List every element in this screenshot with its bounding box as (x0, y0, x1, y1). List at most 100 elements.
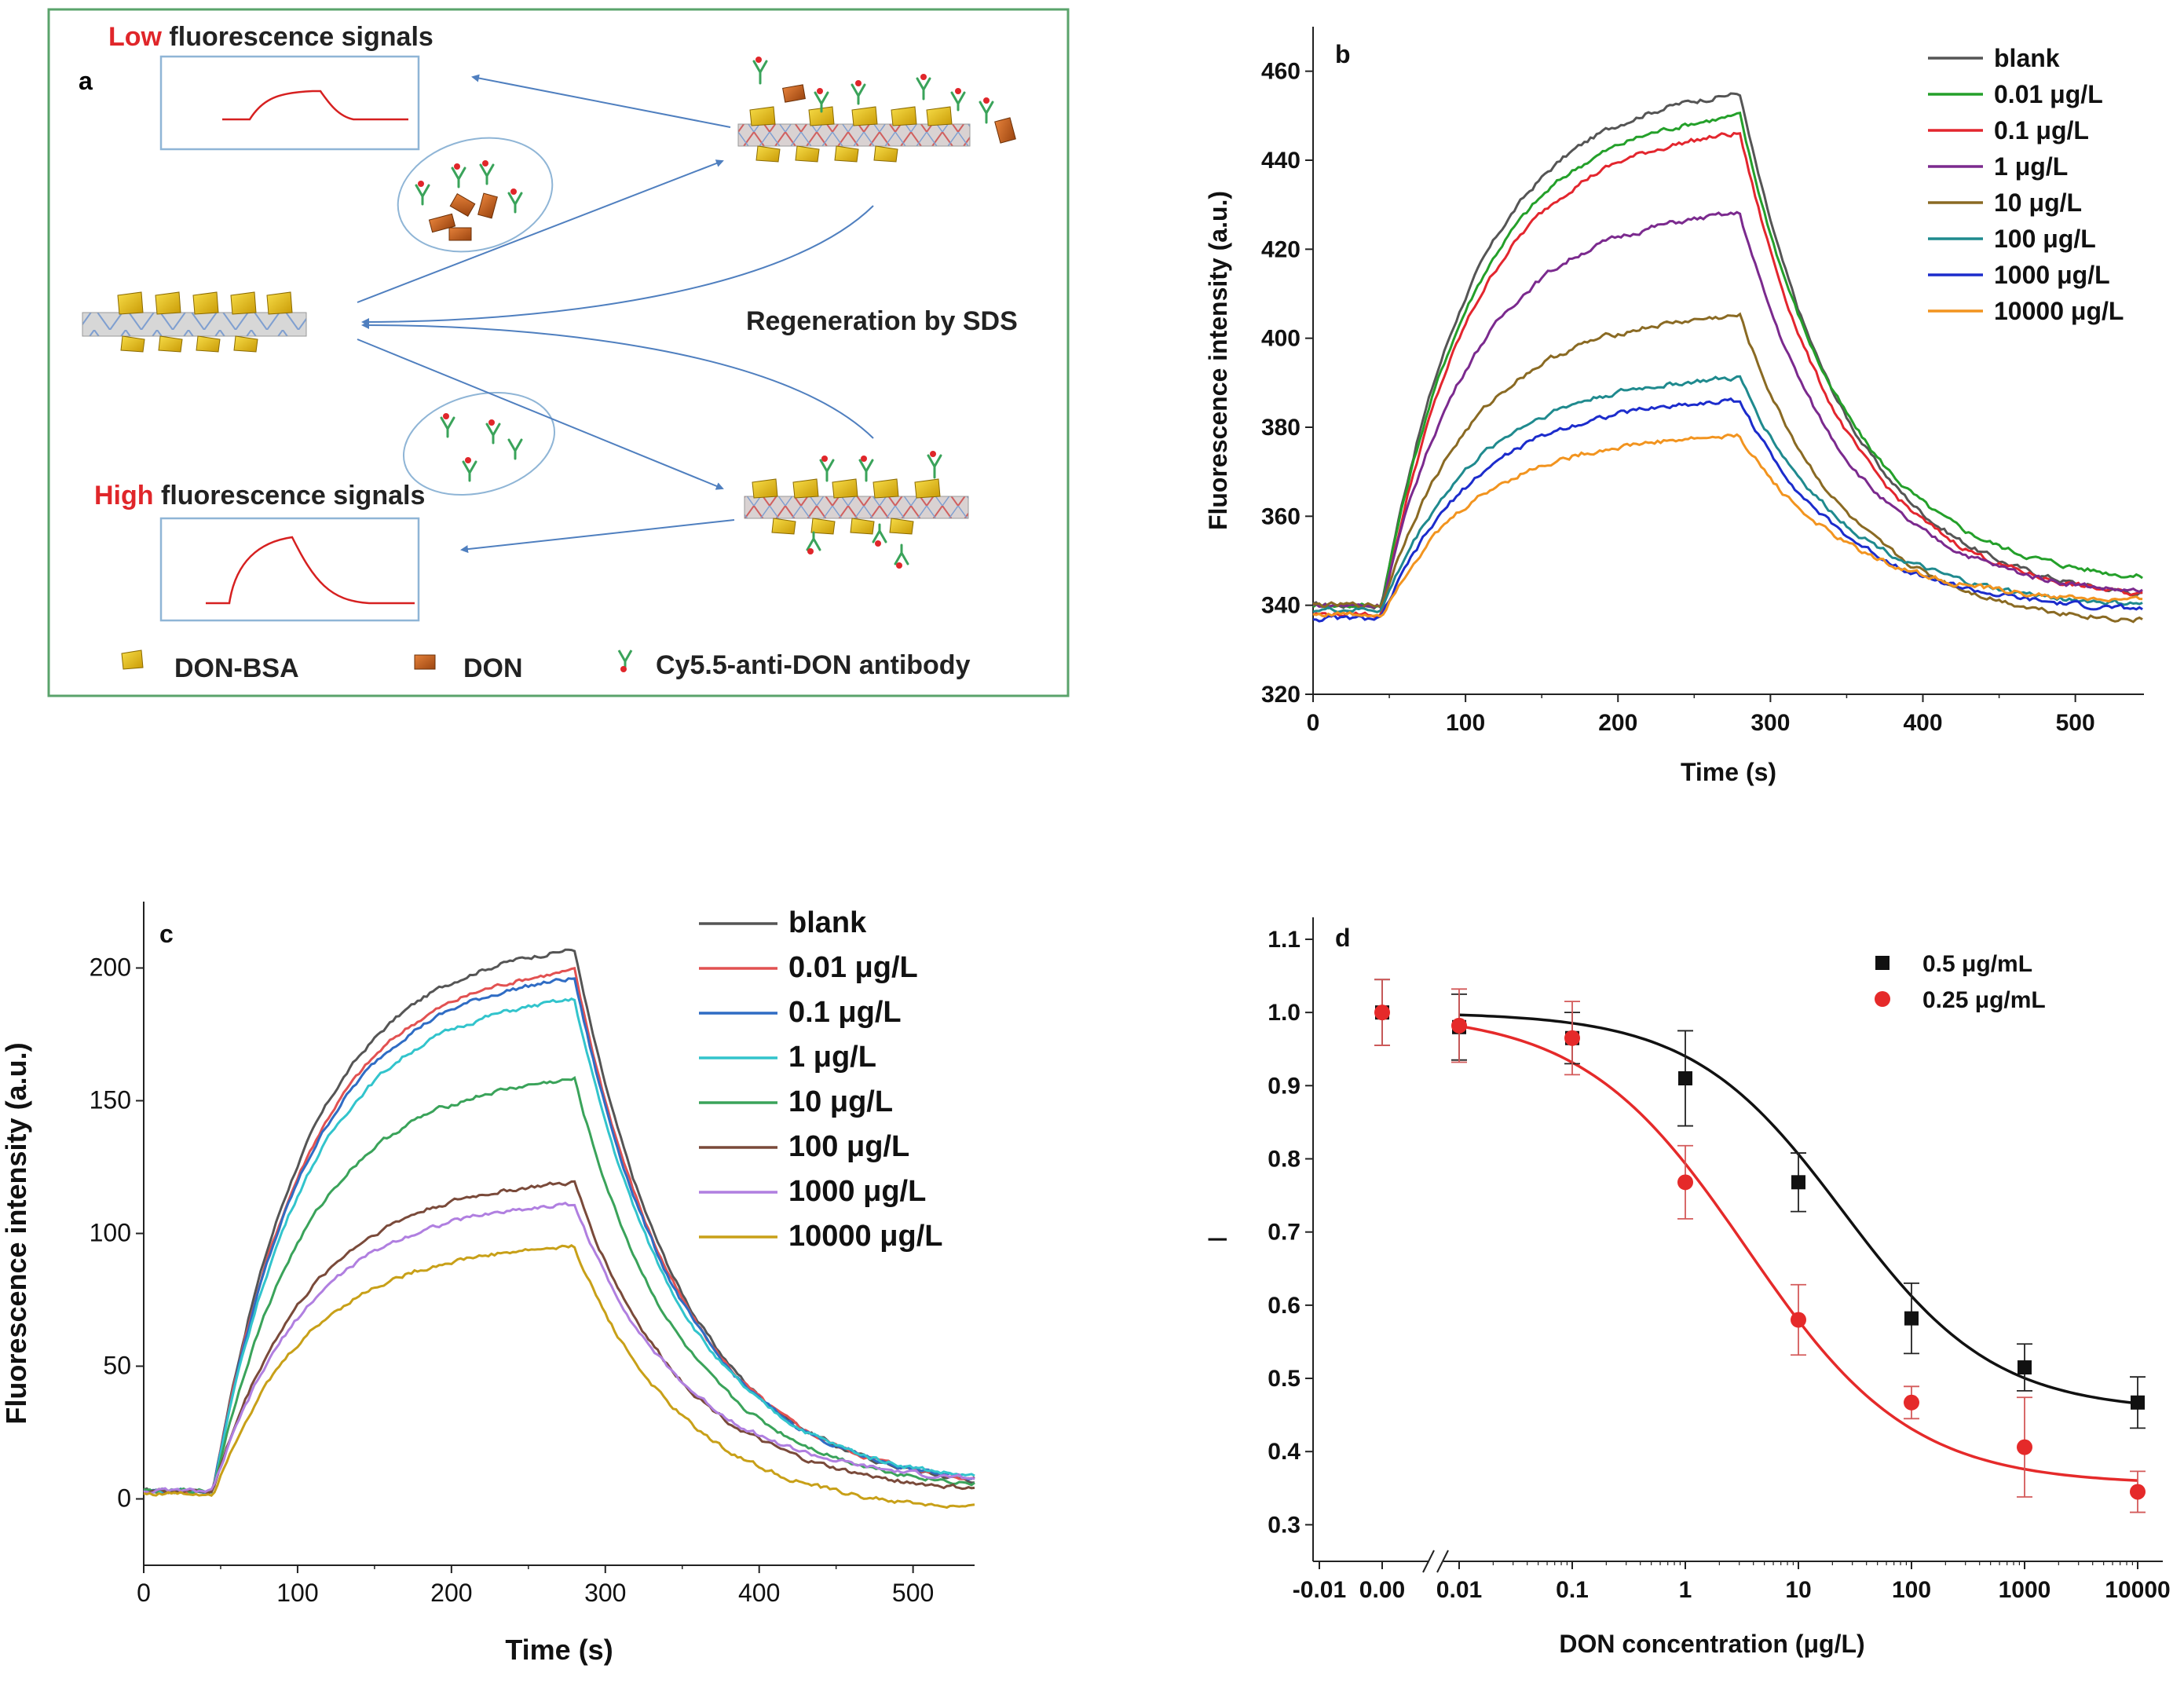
x-tick-label: 400 (738, 1579, 780, 1607)
y-tick-label: 440 (1261, 148, 1301, 174)
center-fiber (82, 291, 307, 353)
panel-c-chart: 0 50 100 150 200 0 100 200 300 400 500 Time (s) Fluo… (0, 902, 975, 1666)
legend-label-0: 0.5 μg/mL (1922, 951, 2032, 977)
data-point-circle (1904, 1394, 1919, 1411)
x-axis-title: DON concentration (μg/L) (1559, 1630, 1864, 1658)
y-tick-label: 0.4 (1268, 1439, 1301, 1465)
y-tick-label: 200 (90, 953, 131, 982)
high-signal-title: High fluorescence signals (94, 481, 425, 510)
y-tick-label: 0.7 (1268, 1220, 1301, 1246)
y-axis-title: I (1203, 1235, 1233, 1242)
legend-don: DON (463, 653, 523, 683)
y-tick-label: 420 (1261, 236, 1301, 262)
x-tick-label: 1000 (1999, 1577, 2051, 1603)
data-point-circle (1677, 1174, 1693, 1191)
x-tick-label: 0 (1307, 710, 1320, 736)
regeneration-label: Regeneration by SDS (746, 306, 1018, 336)
high-signal-box (159, 517, 420, 622)
y-tick-label: 1.1 (1268, 927, 1301, 953)
series-line-5 (143, 1180, 975, 1495)
low-signal-title: Low fluorescence signals (108, 22, 434, 52)
y-tick-label: 380 (1261, 415, 1301, 441)
y-tick-label: 1.0 (1268, 1000, 1301, 1026)
legend-label-5: 100 μg/L (788, 1130, 909, 1163)
x-tick-label: 200 (430, 1579, 472, 1607)
panel-label: b (1335, 40, 1351, 68)
series-line-0 (1312, 92, 2143, 610)
legend-antibody: Cy5.5-anti-DON antibody (656, 650, 971, 680)
axis-break (1436, 1550, 1449, 1573)
legend-label-3: 1 μg/L (1994, 152, 2068, 181)
legend-label-4: 10 μg/L (788, 1085, 893, 1118)
legend-label-7: 10000 μg/L (1994, 297, 2124, 325)
legend-marker-1 (1875, 991, 1890, 1007)
y-tick-label: 100 (90, 1219, 131, 1247)
series-line-3 (1312, 210, 2143, 609)
x-tick-label: 100 (276, 1579, 318, 1607)
y-tick-label: 0.5 (1268, 1366, 1301, 1392)
panel-a-schematic: a Low fluorescence signals High fluoresc… (47, 8, 1070, 697)
x-tick-label: 10 (1785, 1577, 1811, 1603)
x-tick-label: 0.00 (1359, 1577, 1405, 1603)
y-tick-label: 50 (103, 1352, 131, 1380)
legend-label-0: blank (788, 906, 867, 939)
x-tick-label: 500 (892, 1579, 934, 1607)
x-tick-label: 100 (1446, 710, 1485, 736)
legend-label-6: 1000 μg/L (788, 1175, 926, 1208)
data-point-circle (1451, 1017, 1467, 1034)
x-tick-label: 1 (1679, 1577, 1692, 1603)
x-axis-title: Time (s) (1681, 758, 1776, 786)
y-tick-label: 340 (1261, 593, 1301, 619)
data-point-square (2131, 1395, 2145, 1410)
y-axis-title: Fluorescence intensity (a.u.) (1204, 191, 1232, 530)
axis-break (1422, 1550, 1435, 1573)
series-line-1 (1312, 111, 2143, 609)
x-tick-label: 0.01 (1436, 1577, 1482, 1603)
y-tick-label: 400 (1261, 326, 1301, 352)
series-line-5 (1312, 375, 2143, 613)
panel-label: c (159, 920, 174, 948)
y-tick-label: 320 (1261, 682, 1301, 708)
series-line-6 (143, 1201, 975, 1495)
antibody-only-mixture (402, 391, 556, 496)
don-antibody-mixture (397, 137, 554, 253)
legend-label-1: 0.25 μg/mL (1922, 987, 2046, 1013)
data-point-circle (2130, 1484, 2146, 1500)
legend-label-7: 10000 μg/L (788, 1220, 942, 1253)
low-signal-curve (222, 90, 408, 121)
y-tick-label: 460 (1261, 59, 1301, 85)
legend-label-4: 10 μg/L (1994, 188, 2082, 217)
legend-label-3: 1 μg/L (788, 1041, 876, 1074)
panel-d-chart: 0.3 0.4 0.5 0.6 0.7 0.8 0.9 1.0 1.1 -0.01 0.00 0.01… (1203, 917, 2171, 1658)
data-point-square (1791, 1175, 1805, 1190)
y-tick-label: 0.3 (1268, 1512, 1301, 1538)
panel-a-frame (47, 8, 1070, 697)
x-axis-title: Time (s) (505, 1634, 613, 1666)
flow-arrows (357, 74, 874, 554)
data-point-square (1678, 1071, 1692, 1085)
x-tick-label: 300 (584, 1579, 626, 1607)
panel-label: d (1335, 924, 1351, 952)
data-point-circle (1374, 1005, 1390, 1021)
y-tick-label: 0.8 (1268, 1147, 1301, 1173)
legend-label-2: 0.1 μg/L (1994, 116, 2089, 145)
series-line-2 (1312, 131, 2143, 619)
legend-label-2: 0.1 μg/L (788, 996, 902, 1029)
series-line-3 (143, 997, 975, 1495)
low-signal-box (159, 55, 420, 151)
legend-label-0: blank (1994, 44, 2060, 72)
panel-a-label: a (79, 67, 93, 95)
data-point-circle (2017, 1439, 2032, 1455)
panel-a-legend: DON-BSA DON Cy5.5-anti-DON antibody (121, 650, 971, 683)
legend-don-bsa: DON-BSA (174, 653, 299, 683)
data-point-circle (1564, 1030, 1580, 1046)
fit-curve-1 (1458, 1024, 2138, 1482)
x-tick-label: 500 (2056, 710, 2095, 736)
legend-label-5: 100 μg/L (1994, 225, 2096, 253)
x-tick-label: 200 (1598, 710, 1637, 736)
panel-b-chart: 320 340 360 380 400 420 440 460 0 100 200 300 400 500… (1204, 27, 2144, 786)
x-tick-label: 300 (1750, 710, 1790, 736)
y-tick-label: 0.6 (1268, 1293, 1301, 1319)
series-line-4 (1312, 312, 2143, 624)
